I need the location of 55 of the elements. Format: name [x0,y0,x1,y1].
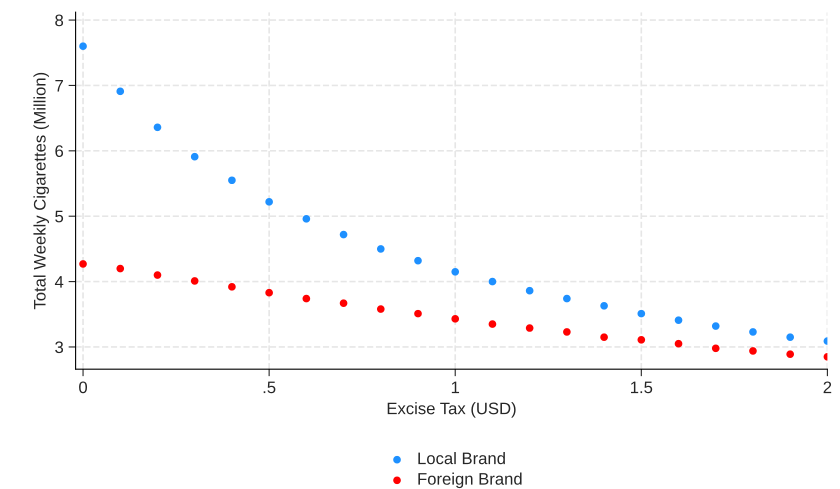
point [79,260,87,268]
point [154,271,162,279]
legend-label: Foreign Brand [418,472,522,488]
point [190,277,198,285]
point [154,123,162,132]
point [414,256,422,264]
point [712,322,720,330]
point [488,320,496,328]
y-tick-label: 3 [55,341,64,354]
x-axis-title: Excise Tax (USD) [388,402,516,418]
point [302,215,310,223]
point [749,328,757,336]
point [414,310,422,318]
point [786,350,794,358]
point [674,316,682,324]
y-tick-label: 5 [55,210,64,222]
point [79,42,87,50]
point [116,88,124,96]
point [228,176,236,184]
point [749,347,757,355]
y-tick-label: 4 [54,276,64,288]
y-tick-label: 8 [55,14,64,26]
point [488,278,496,286]
point [376,305,385,313]
point [376,245,385,253]
point [638,336,646,344]
y-tick-label: 6 [55,145,64,158]
point [265,198,273,206]
point [190,152,198,161]
point [674,340,682,348]
point [451,315,460,323]
point [563,294,571,302]
point [340,230,348,238]
point [600,333,608,341]
point [600,302,608,310]
y-axis-title: Total Weekly Cigarettes (Million) [33,72,49,310]
point [116,264,124,272]
x-tick-label: 2 [824,381,832,394]
point [638,310,646,318]
point [340,299,348,307]
x-tick-label: 1.5 [631,382,652,394]
point [526,286,534,295]
point [563,328,571,336]
x-tick-label: 0 [79,381,88,394]
point [786,333,794,341]
point [451,268,460,276]
point [526,324,534,332]
x-tick-label: 1 [452,382,460,394]
y-tick-label: 7 [55,80,63,92]
point [302,294,310,302]
x-tick-label: .5 [264,382,276,394]
point [265,288,273,297]
legend-label: Local Brand [418,452,505,464]
point [712,344,720,352]
point [228,283,236,291]
